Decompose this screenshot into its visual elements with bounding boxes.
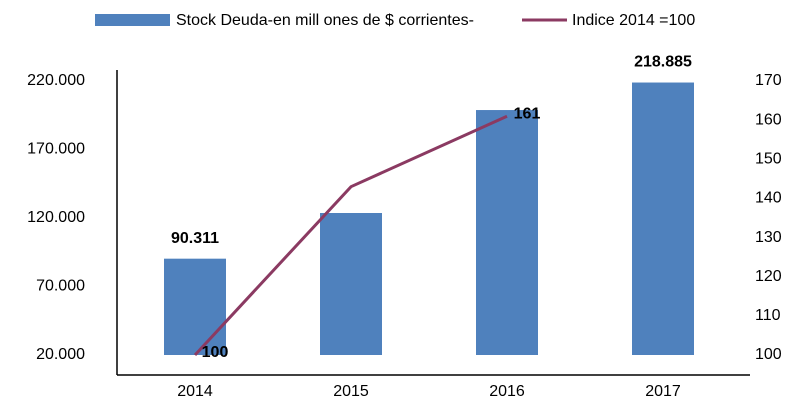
x-tick-label: 2017 — [645, 383, 681, 400]
bar — [164, 258, 226, 355]
x-tick-label: 2016 — [489, 383, 525, 400]
data-label: 100 — [202, 344, 229, 361]
y2-tick-label: 170 — [755, 72, 782, 89]
x-tick-label: 2014 — [177, 383, 213, 400]
legend-label: Indice 2014 =100 — [572, 12, 695, 29]
y2-tick-label: 140 — [755, 190, 782, 207]
y2-tick-label: 130 — [755, 229, 782, 246]
legend-swatch — [95, 14, 170, 26]
data-label: 90.311 — [171, 230, 219, 247]
y2-tick-label: 100 — [755, 346, 782, 363]
line — [193, 114, 508, 357]
y2-tick-label: 120 — [755, 268, 782, 285]
y-tick-label: 70.000 — [36, 278, 85, 295]
y-tick-label: 120.000 — [27, 209, 85, 226]
y-tick-label: 170.000 — [27, 141, 85, 158]
data-label: 161 — [514, 105, 541, 122]
y2-tick-label: 160 — [755, 111, 782, 128]
legend-label: Stock Deuda-en mill ones de $ corrientes… — [176, 12, 474, 29]
bar — [320, 212, 382, 355]
y-tick-label: 20.000 — [36, 346, 85, 363]
x-tick-label: 2015 — [333, 383, 369, 400]
bar — [632, 82, 694, 355]
y2-tick-label: 110 — [755, 307, 781, 324]
y-tick-label: 220.000 — [27, 72, 85, 89]
data-label: 218.885 — [634, 54, 692, 71]
bar — [476, 110, 538, 355]
y2-tick-label: 150 — [755, 151, 782, 168]
